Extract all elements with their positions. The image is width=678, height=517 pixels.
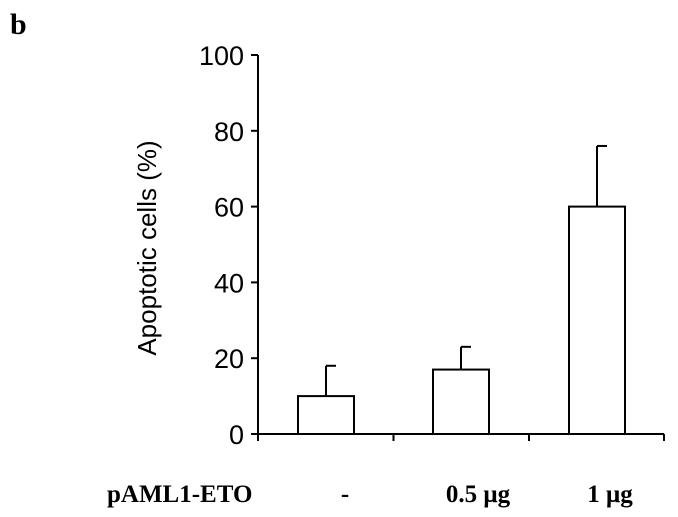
x-category-label: 1 μg	[587, 481, 633, 508]
y-ticks-group: 0 20 40 60 80 100	[199, 41, 258, 450]
x-category-label: 0.5 μg	[446, 481, 511, 508]
y-tick-label: 0	[229, 420, 244, 450]
y-tick-label: 100	[199, 41, 244, 71]
bars-group	[297, 205, 626, 436]
y-tick-label: 40	[214, 268, 244, 298]
y-axis-title: Apoptotic cells (%)	[132, 140, 162, 355]
panel-label: b	[10, 8, 27, 41]
x-row-label: pAML1-ETO	[107, 481, 252, 508]
bar	[568, 205, 626, 435]
bar	[432, 368, 490, 436]
y-tick-label: 80	[214, 117, 244, 147]
x-labels-group: - 0.5 μg 1 μg	[341, 481, 633, 508]
y-tick-label: 60	[214, 193, 244, 223]
error-bars-group	[325, 144, 607, 397]
y-tick-label: 20	[214, 344, 244, 374]
x-category-label: -	[341, 481, 349, 508]
bar	[297, 395, 355, 436]
